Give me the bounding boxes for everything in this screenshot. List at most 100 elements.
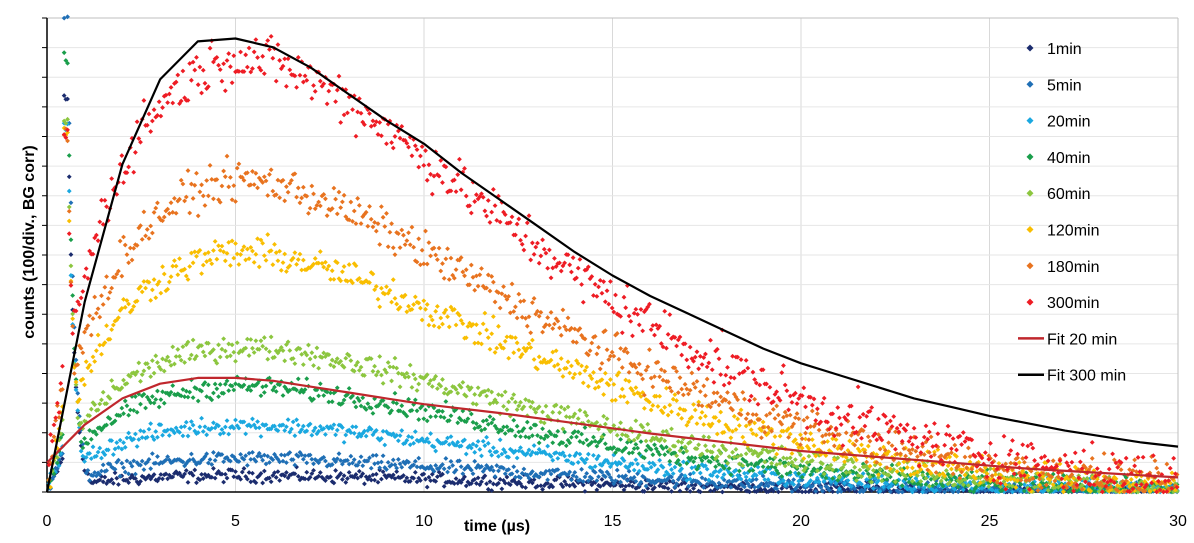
data-point-1min [170,474,176,480]
data-point-60min [182,360,188,365]
data-point-60min [594,419,600,425]
data-point-1min [378,476,384,482]
data-point-60min [886,472,892,478]
data-point-1min [619,483,625,489]
data-point-120min [323,259,328,265]
data-point-120min [65,130,70,135]
data-point-120min [95,332,101,338]
data-point-5min [351,457,357,463]
data-point-120min [877,461,883,467]
data-point-120min [397,304,403,310]
data-point-180min [786,434,791,440]
data-point-120min [109,327,115,333]
data-point-120min [876,472,881,478]
data-point-120min [244,246,250,252]
data-point-300min [292,73,298,79]
data-point-120min [743,423,749,429]
data-point-5min [309,456,315,462]
data-point-120min [419,317,425,323]
data-point-40min [236,382,242,388]
data-point-180min [431,245,437,251]
data-point-120min [182,266,188,272]
data-point-40min [270,387,276,393]
data-point-120min [283,269,289,274]
data-point-40min [93,431,99,437]
data-point-5min [238,451,243,457]
data-point-40min [546,429,552,435]
data-point-20min [311,428,316,434]
data-point-60min [733,446,739,452]
data-point-40min [1150,481,1156,487]
data-point-5min [753,476,759,482]
data-point-1min [451,481,457,486]
data-point-120min [940,471,946,476]
data-point-120min [736,423,742,428]
data-point-60min [969,475,975,480]
data-point-180min [614,331,620,336]
data-point-1min [803,489,808,495]
data-point-180min [283,184,289,189]
data-point-40min [499,427,505,433]
data-point-60min [463,393,469,399]
data-point-60min [674,453,679,459]
data-point-300min [87,248,93,254]
data-point-60min [326,352,332,358]
data-point-5min [263,461,269,467]
data-point-20min [682,473,688,479]
data-point-120min [553,348,559,354]
data-point-60min [794,464,800,470]
data-point-300min [197,64,203,70]
data-point-180min [562,324,568,330]
data-point-120min [1088,488,1093,494]
data-point-5min [127,460,133,466]
data-point-1min [211,466,216,471]
data-point-5min [809,483,815,489]
data-point-20min [506,454,512,460]
data-point-20min [842,480,847,486]
data-point-60min [781,455,786,461]
data-point-60min [309,350,315,356]
data-point-1min [630,484,635,489]
data-point-120min [416,300,422,306]
data-point-5min [139,458,145,464]
data-point-180min [234,165,240,171]
data-point-40min [341,397,347,403]
data-point-180min [1132,457,1138,463]
data-point-20min [864,477,869,482]
data-point-20min [777,479,783,485]
data-point-1min [562,478,568,484]
data-point-180min [821,439,827,445]
data-point-1min [302,476,308,482]
data-point-60min [582,409,588,415]
data-point-40min [141,391,147,397]
data-point-20min [455,439,461,445]
data-point-5min [441,466,447,472]
data-point-40min [511,417,517,423]
data-point-20min [151,437,157,442]
data-point-300min [416,164,422,170]
data-point-300min [180,68,186,74]
data-point-60min [516,403,522,409]
data-point-40min [521,426,527,431]
data-point-180min [358,221,364,226]
data-point-1min [199,471,204,477]
data-point-5min [529,469,535,474]
data-point-60min [496,392,501,397]
data-point-5min [440,462,445,467]
data-point-1min [182,471,188,477]
data-point-180min [965,445,971,451]
data-point-180min [662,368,668,374]
data-point-60min [843,470,849,475]
data-point-20min [194,431,199,437]
data-point-60min [185,339,191,345]
data-point-180min [572,326,578,332]
data-point-60min [260,343,266,349]
data-point-300min [80,289,86,294]
data-point-40min [850,469,856,475]
data-point-180min [387,229,393,235]
data-point-60min [585,418,591,424]
data-point-5min [609,477,615,483]
data-point-5min [117,473,123,479]
data-point-300min [487,220,493,225]
data-point-20min [294,417,299,423]
